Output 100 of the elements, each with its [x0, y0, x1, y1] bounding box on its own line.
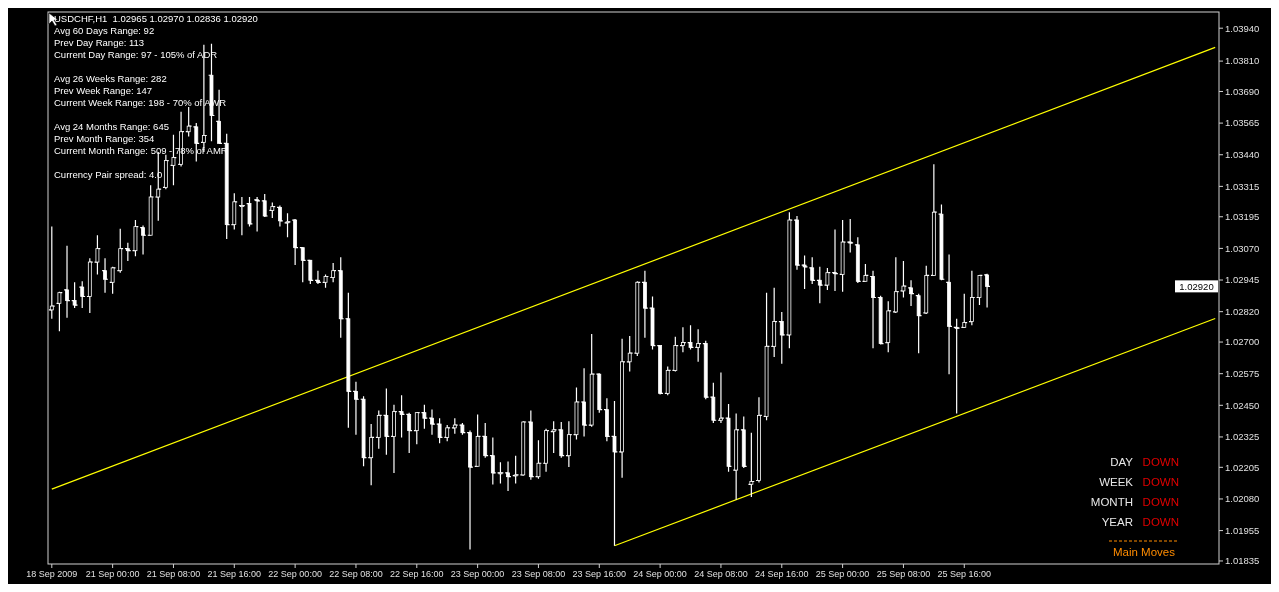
candlestick: [118, 228, 123, 274]
annotation: MONTH DOWN: [1090, 496, 1179, 508]
x-tick-label: 21 Sep 08:00: [146, 569, 201, 579]
candlestick: [871, 270, 875, 349]
candlestick: [49, 226, 54, 320]
y-tick-label: 1.02450: [1225, 399, 1260, 411]
candlestick: [566, 420, 571, 468]
candlestick: [422, 404, 427, 430]
x-tick-label: 22 Sep 08:00: [329, 569, 383, 579]
candlestick: [665, 365, 670, 396]
candlestick: [787, 211, 792, 349]
candlestick: [749, 432, 754, 498]
candlestick: [407, 412, 412, 454]
candlestick: [635, 280, 640, 357]
candlestick: [779, 311, 784, 365]
x-tick-label: 22 Sep 00:00: [268, 569, 322, 579]
candlestick: [445, 424, 450, 442]
annotation: YEAR DOWN: [1101, 516, 1179, 528]
x-tick-label: 25 Sep 16:00: [937, 569, 992, 579]
candlestick: [817, 266, 822, 304]
x-tick-label: 24 Sep 00:00: [633, 569, 687, 579]
candlestick: [141, 225, 145, 256]
x-tick-label: 21 Sep 16:00: [207, 569, 262, 579]
y-tick-label: 1.01835: [1225, 555, 1260, 567]
candlestick: [430, 409, 434, 436]
candlestick: [711, 382, 716, 424]
x-tick-label: 23 Sep 00:00: [450, 569, 505, 579]
candlestick: [338, 256, 343, 339]
candlestick: [939, 204, 944, 281]
candlestick: [855, 236, 860, 284]
candlestick: [87, 257, 92, 314]
candlestick: [528, 410, 533, 481]
y-tick-label: 1.03315: [1225, 180, 1260, 192]
candlestick: [163, 154, 168, 190]
candlestick: [643, 270, 647, 339]
candlestick: [962, 293, 967, 329]
x-tick-label: 25 Sep 08:00: [876, 569, 931, 579]
candlestick: [574, 386, 579, 441]
y-tick-label: 1.03195: [1225, 211, 1260, 223]
candlestick: [597, 372, 602, 414]
y-tick-label: 1.01955: [1225, 524, 1260, 536]
candlestick: [757, 396, 761, 484]
y-tick-label: 1.03070: [1225, 242, 1260, 254]
candlestick: [384, 388, 389, 456]
y-tick-label: 1.02575: [1225, 368, 1260, 379]
candlestick: [80, 280, 85, 309]
candlestick: [544, 428, 548, 473]
candlestick: [901, 260, 906, 299]
candlestick: [437, 417, 442, 444]
candlestick: [460, 422, 465, 436]
candlestick: [468, 430, 472, 551]
candlestick: [604, 397, 609, 442]
y-tick-label: 1.03810: [1225, 55, 1260, 67]
candlestick: [863, 263, 868, 282]
candlestick: [278, 205, 282, 228]
candlestick: [893, 256, 898, 314]
candlestick: [354, 381, 358, 436]
candlestick: [57, 291, 62, 332]
candlestick: [194, 122, 199, 163]
candlestick: [452, 417, 457, 435]
candlestick: [293, 218, 298, 266]
candlestick: [741, 415, 746, 469]
x-tick-label: 23 Sep 16:00: [572, 569, 627, 579]
y-tick-label: 1.02080: [1225, 493, 1260, 505]
candlestick: [414, 412, 419, 445]
candlestick: [369, 423, 374, 486]
candlestick: [490, 436, 495, 486]
x-tick-label: 22 Sep 16:00: [390, 569, 444, 579]
x-tick-label: 21 Sep 00:00: [85, 569, 140, 579]
candlestick: [734, 412, 739, 501]
x-tick-label: 25 Sep 00:00: [815, 569, 870, 579]
candlestick: [947, 253, 951, 375]
chart-title: USDCHF,H1 1.02965 1.02970 1.02836 1.02920: [54, 13, 258, 24]
candlestick: [483, 422, 488, 459]
candlestick: [300, 247, 305, 283]
candlestick: [361, 395, 366, 467]
candlestick: [909, 279, 913, 307]
candlestick: [681, 326, 685, 353]
candlestick: [977, 274, 982, 306]
candlestick: [95, 234, 100, 276]
candlestick: [171, 134, 176, 186]
candlestick: [399, 394, 404, 439]
y-tick-label: 1.02325: [1225, 431, 1260, 443]
candlestick: [886, 300, 891, 353]
candlestick: [650, 295, 655, 350]
candlestick: [392, 404, 396, 474]
candlestick: [536, 439, 541, 480]
candlestick: [247, 196, 252, 228]
x-tick-label: 24 Sep 16:00: [754, 569, 809, 579]
x-tick-label: 18 Sep 2009: [26, 569, 78, 579]
candlestick: [308, 259, 313, 285]
annotation: 1.02920: [1179, 280, 1214, 292]
x-tick-label: 24 Sep 08:00: [694, 569, 748, 579]
candlestick: [931, 163, 936, 277]
candlestick: [72, 281, 77, 309]
candlestick: [688, 324, 693, 350]
candlestick: [825, 267, 830, 291]
candlestick: [969, 270, 974, 326]
candlestick: [133, 219, 138, 257]
candlestick: [924, 265, 929, 315]
